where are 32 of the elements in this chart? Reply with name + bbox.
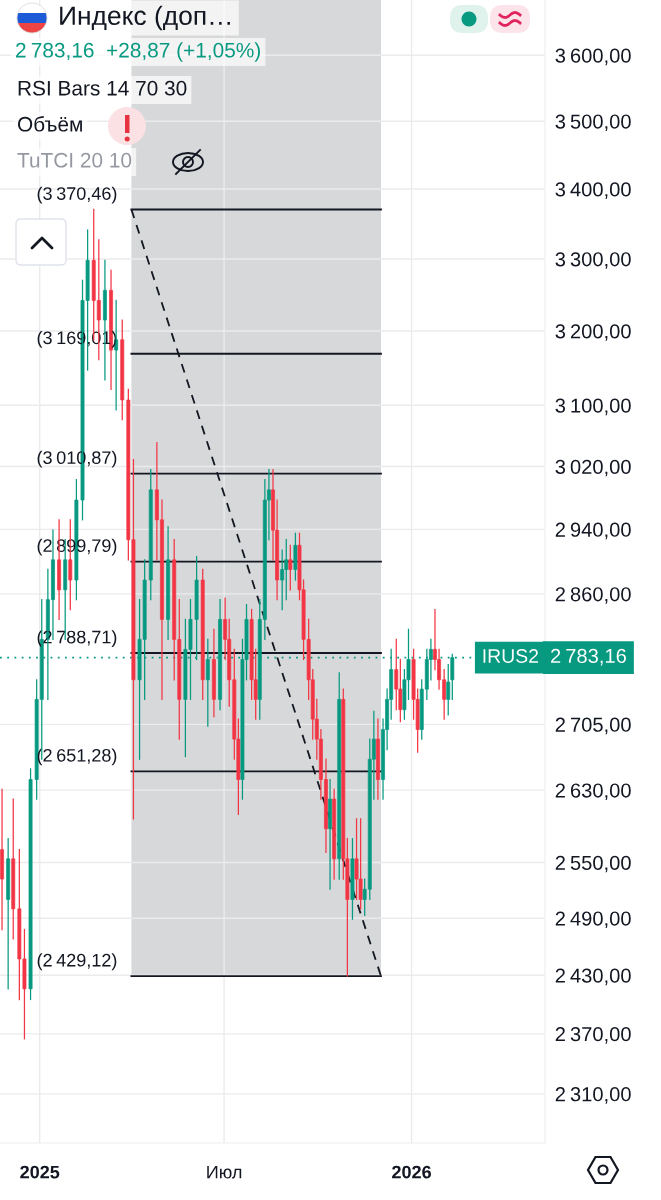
candlestick xyxy=(200,568,205,701)
y-tick-label: 3 400,00 xyxy=(555,182,631,199)
text: 2 783,16 +28,87 (+1,05%) xyxy=(16,42,260,62)
annotation: RSI Bars 14 70 30 xyxy=(18,80,187,96)
candlestick xyxy=(350,838,355,920)
x-tick-label: 2025 xyxy=(20,1165,60,1179)
y-tick-label: 2 490,00 xyxy=(555,911,631,929)
y-tick-label: 2 940,00 xyxy=(555,522,631,540)
y-tick-label: 2 705,00 xyxy=(555,717,631,735)
annotation: IRUS2 xyxy=(483,649,539,663)
chart-title: Индекс (доп… xyxy=(60,5,230,31)
x-tick-label: 2026 xyxy=(392,1165,431,1179)
y-tick-label: 2 630,00 xyxy=(555,783,631,801)
y-tick-label: 3 020,00 xyxy=(555,459,631,477)
y-tick-label: 3 300,00 xyxy=(555,252,631,269)
candlestick xyxy=(288,544,293,591)
annotation: (3 370,46) xyxy=(37,186,117,204)
y-tick-label: 2 430,00 xyxy=(555,968,631,986)
annotation: TuTCI 20 10 xyxy=(17,152,132,168)
annotation: (2 429,12) xyxy=(37,953,117,971)
y-tick-label: 3 200,00 xyxy=(555,324,631,341)
y-tick-label: 2 550,00 xyxy=(555,855,631,873)
y-tick-label: 2 310,00 xyxy=(555,1087,631,1104)
candlestick xyxy=(358,818,363,910)
x-tick-label: Июл xyxy=(207,1165,242,1179)
y-tick-label: 3 100,00 xyxy=(555,398,631,416)
ref-line-label: 2 783,16 xyxy=(551,648,626,666)
y-tick-label: 2 860,00 xyxy=(555,587,631,604)
y-tick-label: 3 500,00 xyxy=(555,114,631,132)
y-tick-label: 3 600,00 xyxy=(555,48,631,66)
annotation: Объём xyxy=(17,116,82,132)
y-tick-label: 2 370,00 xyxy=(555,1027,631,1044)
